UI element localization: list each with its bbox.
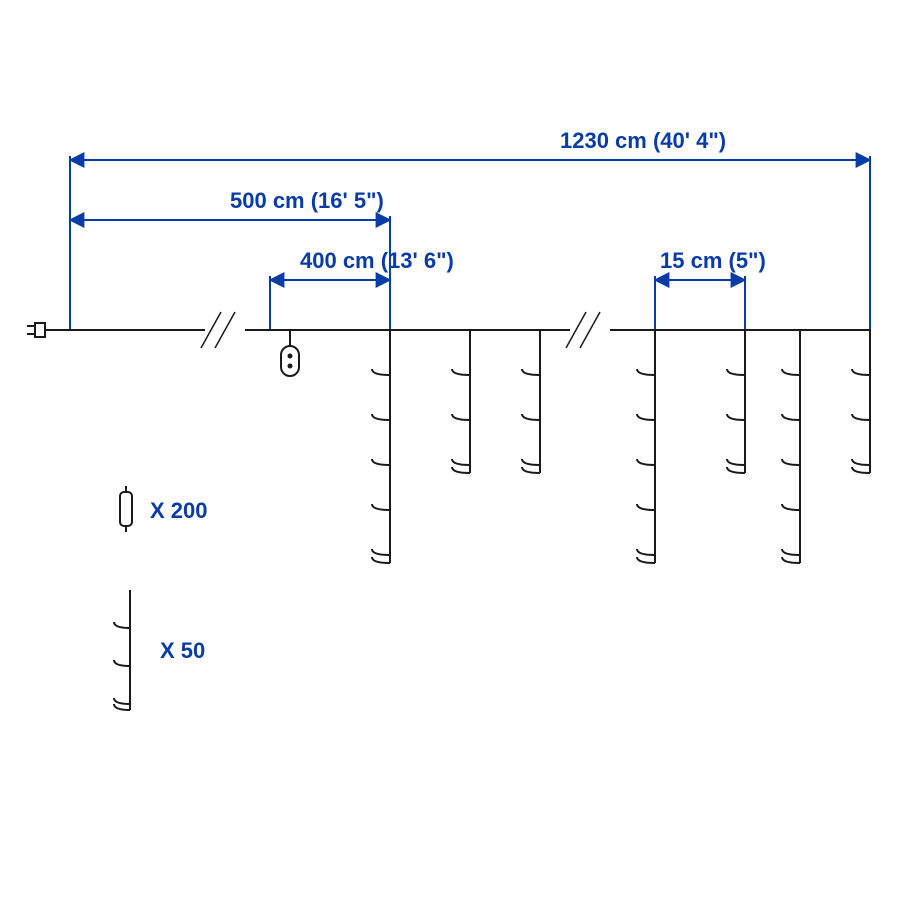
dimension-diagram: 1230 cm (40' 4") 500 cm (16' 5") 400 cm (1…	[0, 0, 900, 900]
strand	[782, 330, 800, 563]
strand	[727, 330, 745, 473]
dimension-label: 500 cm (16' 5")	[230, 188, 384, 213]
controller-icon	[281, 330, 299, 376]
dimension: 15 cm (5")	[655, 248, 766, 330]
strand	[852, 330, 870, 473]
strand	[372, 330, 390, 563]
dimension: 400 cm (13' 6")	[270, 248, 454, 330]
legend-strand-count: X 50	[160, 638, 205, 663]
bulb-icon	[120, 492, 132, 526]
strand	[452, 330, 470, 473]
dimension-label: 15 cm (5")	[660, 248, 766, 273]
legend-bulb: X 200	[120, 486, 208, 532]
plug-icon	[27, 323, 45, 337]
dimension-label: 1230 cm (40' 4")	[560, 128, 726, 153]
legend-strand: X 50	[114, 590, 205, 710]
dimension: 1230 cm (40' 4")	[70, 128, 870, 330]
legend-bulb-count: X 200	[150, 498, 208, 523]
dimension-label: 400 cm (13' 6")	[300, 248, 454, 273]
cord	[27, 312, 870, 563]
strand	[637, 330, 655, 563]
strand	[522, 330, 540, 473]
